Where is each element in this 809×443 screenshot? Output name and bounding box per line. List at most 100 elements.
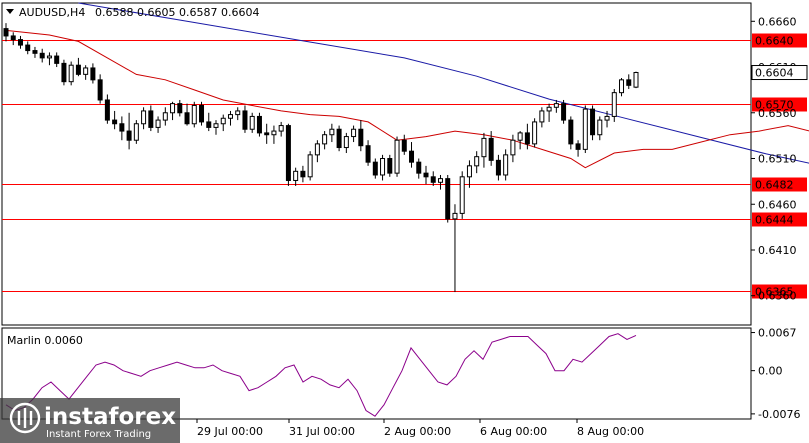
candle-bull	[307, 154, 313, 178]
price-axis: 0.66600.66100.65600.65100.64600.64100.63…	[751, 15, 808, 303]
marlin-line	[5, 333, 637, 417]
candle-bear	[10, 35, 16, 41]
marlin-axis: 0.0067 0.00 -0.0076	[751, 327, 800, 421]
candle-bear	[97, 79, 103, 101]
candle-bull	[170, 103, 176, 114]
candle-bull	[213, 123, 219, 128]
candle-bull	[162, 112, 168, 121]
level-label: 0.6640	[755, 35, 794, 48]
fast-ma-group	[5, 29, 809, 169]
candle-bear	[199, 104, 205, 123]
candle-bull	[619, 79, 625, 94]
candle-bear	[568, 119, 574, 145]
candle-bull	[517, 132, 523, 141]
candle-bull	[539, 110, 545, 123]
candle-bear	[256, 115, 262, 134]
candle-bear	[184, 112, 190, 125]
candle-bear	[90, 67, 96, 81]
candle-bull	[553, 103, 559, 108]
candle-bull	[474, 156, 480, 167]
ohlc-values: 0.6588 0.6605 0.6587 0.6604	[95, 6, 259, 19]
candle-bull	[380, 158, 386, 176]
candle-bear	[336, 128, 342, 149]
candle-bull	[466, 165, 472, 178]
candle-bear	[61, 62, 67, 83]
candle-bull	[459, 176, 465, 214]
current-price-tag	[751, 65, 808, 81]
candle-bull	[191, 104, 197, 125]
candle-bull	[46, 55, 52, 59]
candle-bull	[329, 128, 335, 136]
candle-bear	[495, 159, 501, 176]
menu-triangle-icon[interactable]	[6, 9, 14, 14]
candle-bull	[394, 139, 400, 174]
level-label: 0.6570	[755, 99, 794, 112]
candle-bull	[155, 119, 161, 128]
candle-bear	[387, 158, 393, 174]
level-label: 0.6444	[755, 214, 794, 227]
slow-ma-line	[78, 2, 809, 164]
candle-bull	[220, 117, 226, 125]
candle-bull	[271, 130, 277, 136]
level-label: 0.6365	[755, 286, 794, 299]
price-tick-label: 0.6360	[758, 290, 797, 303]
candle-bear	[177, 103, 183, 114]
candle-bear	[75, 64, 81, 75]
candle-bear	[561, 103, 567, 121]
candle-bear	[25, 44, 31, 52]
current-price-label: 0.6604	[755, 67, 794, 80]
candle-bull	[597, 119, 603, 136]
time-tick-label: 31 Jul 00:00	[289, 425, 355, 438]
candles	[3, 23, 639, 293]
candle-bear	[590, 108, 596, 136]
marlin-pane-border	[1, 327, 752, 420]
slow-ma-group	[78, 2, 809, 164]
candle-bull	[322, 134, 328, 145]
time-tick-label: 2 Aug 00:00	[384, 425, 451, 438]
candle-bull	[633, 72, 639, 88]
watermark: instaforex Instant Forex Trading	[0, 398, 180, 443]
candle-bear	[126, 130, 132, 141]
price-tick-label: 0.6510	[758, 153, 797, 166]
candle-bear	[264, 132, 270, 136]
candle-bear	[148, 110, 154, 128]
chart-header: AUDUSD,H4 0.6588 0.6605 0.6587 0.6604	[6, 6, 259, 19]
candle-bear	[401, 139, 407, 152]
time-tick-label: 6 Aug 00:00	[480, 425, 547, 438]
symbol-label: AUDUSD,H4	[19, 6, 85, 19]
candle-bear	[54, 55, 60, 64]
time-tick-label: 8 Aug 00:00	[577, 425, 644, 438]
candle-bear	[416, 161, 422, 174]
candle-bull	[611, 92, 617, 117]
candle-bull	[83, 67, 89, 75]
candle-bear	[32, 50, 38, 54]
level-tag	[752, 33, 807, 48]
price-tick-label: 0.6460	[758, 198, 797, 211]
level-tag	[752, 177, 807, 192]
level-tag	[752, 284, 807, 299]
candle-bull	[141, 110, 147, 125]
candle-bull	[68, 64, 74, 83]
main-pane	[1, 2, 752, 326]
candle-bear	[285, 125, 291, 181]
candle-bear	[39, 52, 45, 59]
candle-bear	[445, 178, 451, 220]
candle-bear	[358, 128, 364, 147]
candle-bull	[133, 123, 139, 141]
candle-bear	[409, 150, 415, 163]
level-tag	[752, 97, 807, 112]
candle-bull	[351, 128, 357, 138]
candle-bull	[343, 136, 349, 149]
candle-bull	[278, 125, 284, 132]
level-label: 0.6482	[755, 179, 794, 192]
candle-bull	[604, 115, 610, 121]
price-tick-label: 0.6410	[758, 244, 797, 257]
candle-bear	[206, 121, 212, 128]
horizontal-levels: 0.6640 0.6570 0.6482 0.6444 0.6365	[2, 33, 807, 299]
candle-bear	[372, 161, 378, 176]
candle-bear	[300, 170, 306, 178]
candle-bear	[242, 110, 248, 130]
candle-bear	[112, 119, 118, 125]
